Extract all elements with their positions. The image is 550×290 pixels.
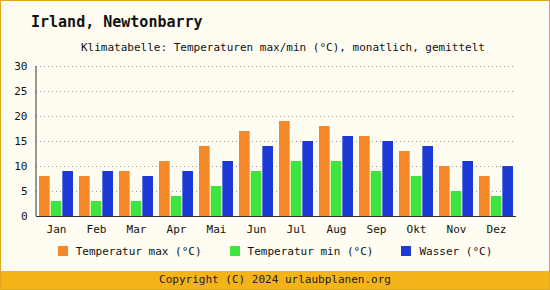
svg-text:10: 10 bbox=[14, 160, 27, 173]
svg-text:Okt: Okt bbox=[407, 223, 427, 236]
svg-text:20: 20 bbox=[14, 110, 27, 123]
svg-text:Sep: Sep bbox=[367, 223, 387, 236]
svg-text:25: 25 bbox=[14, 85, 27, 98]
svg-text:Feb: Feb bbox=[87, 223, 107, 236]
html-text:Temperatur min (°C): Temperatur min (°C) bbox=[247, 245, 374, 258]
html-text:Klimatabelle: Temperaturen max: Klimatabelle: Temperaturen max/min (°C),… bbox=[81, 41, 485, 54]
svg-text:Mar: Mar bbox=[127, 223, 147, 236]
svg-text:0: 0 bbox=[21, 210, 28, 223]
svg-text:Jul: Jul bbox=[287, 223, 307, 236]
svg-text:Jan: Jan bbox=[47, 223, 67, 236]
html-text:Wasser (°C): Wasser (°C) bbox=[419, 245, 493, 258]
svg-text:Apr: Apr bbox=[167, 223, 187, 236]
svg-text:Dez: Dez bbox=[487, 223, 507, 236]
svg-text:Aug: Aug bbox=[327, 223, 347, 236]
svg-text:Jun: Jun bbox=[247, 223, 267, 236]
svg-text:15: 15 bbox=[14, 135, 27, 148]
svg-text:Nov: Nov bbox=[447, 223, 467, 236]
svg-text:5: 5 bbox=[21, 185, 28, 198]
html-text:Temperatur max (°C): Temperatur max (°C) bbox=[75, 245, 202, 258]
svg-text:Mai: Mai bbox=[207, 223, 227, 236]
html-text:Copyright (C) 2024 urlaubplane: Copyright (C) 2024 urlaubplanen.org bbox=[159, 273, 391, 286]
html-text:Irland, Newtonbarry: Irland, Newtonbarry bbox=[31, 13, 203, 31]
svg-text:30: 30 bbox=[14, 60, 27, 73]
